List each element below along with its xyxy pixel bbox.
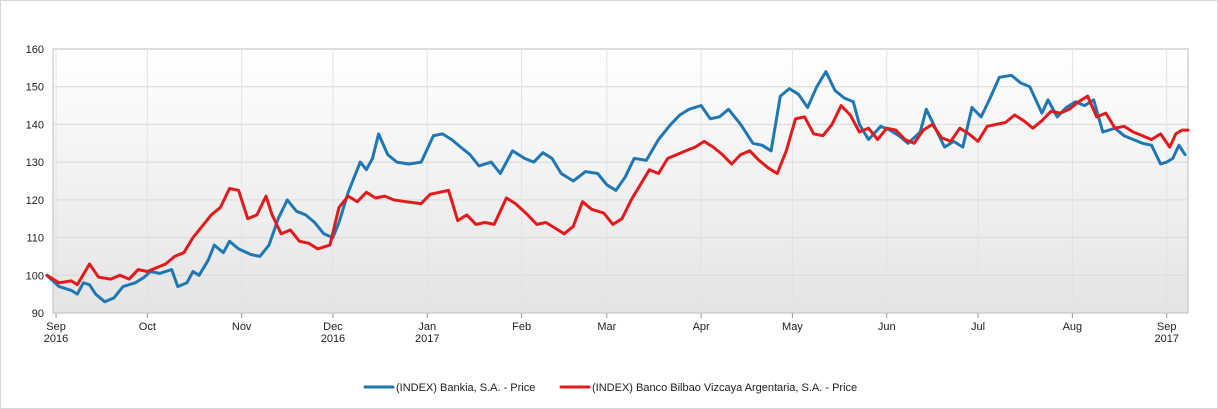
y-tick-label: 90 [32,308,44,320]
y-tick-label: 160 [26,44,44,56]
x-tick-label: May [782,321,803,333]
x-tick-label: Nov [232,321,252,333]
x-tick-year-label: 2016 [321,333,345,345]
x-tick-label: Mar [597,321,616,333]
x-tick-year-label: 2017 [415,333,439,345]
y-tick-label: 130 [26,157,44,169]
x-tick-label: Aug [1063,321,1083,333]
x-tick-label: Sep [1157,321,1177,333]
series-line-0 [45,70,1187,304]
y-tick-label: 150 [26,82,44,94]
y-tick-label: 120 [26,195,44,207]
y-tick-label: 140 [26,119,44,131]
series-line-1 [45,94,1190,287]
x-tick-label: Feb [512,321,531,333]
x-tick-label: Jul [971,321,985,333]
legend-label-0: (INDEX) Bankia, S.A. - Price [396,382,535,394]
x-tick-label: Oct [139,321,156,333]
y-tick-label: 100 [26,270,44,282]
legend-label-1: (INDEX) Banco Bilbao Vizcaya Argentaria,… [592,382,857,394]
plot-area [52,48,1189,314]
x-tick-year-label: 2016 [44,333,68,345]
x-tick-year-label: 2017 [1154,333,1178,345]
x-tick-label: Jun [878,321,896,333]
x-tick-label: Jan [418,321,436,333]
x-tick-label: Apr [693,321,710,333]
x-tick-label: Dec [323,321,343,333]
y-tick-label: 110 [26,233,44,245]
x-tick-label: Sep [46,321,66,333]
